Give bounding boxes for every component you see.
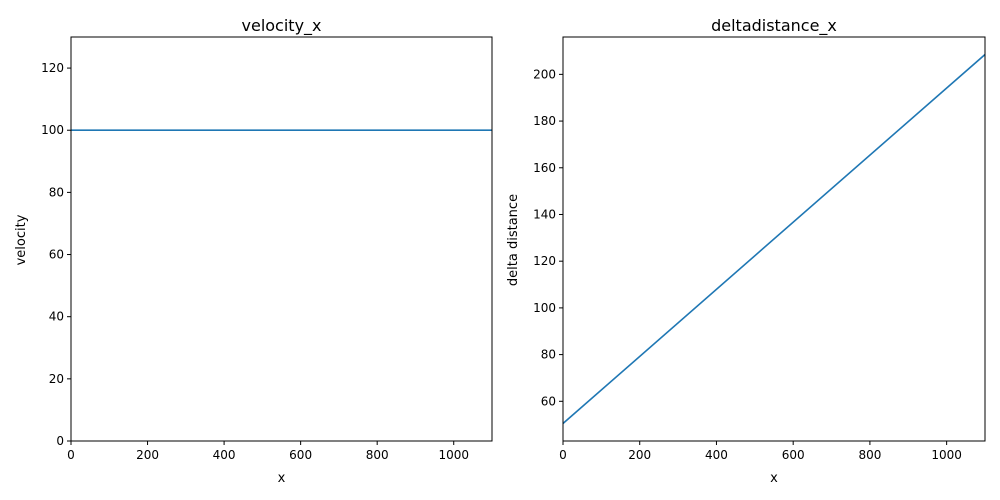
y-tick-label: 100: [41, 123, 64, 137]
y-tick-label: 160: [533, 161, 556, 175]
x-tick-label: 600: [289, 448, 312, 462]
plot-frame: [562, 36, 986, 442]
y-tick-label: 60: [49, 248, 64, 262]
x-tick-label: 200: [136, 448, 159, 462]
velocity-chart: velocity_x x velocity 0 200 400 600 800 1000 0…: [14, 16, 493, 486]
y-tick-label: 140: [533, 207, 556, 221]
y-tick-label: 80: [541, 348, 556, 362]
y-tick-label: 200: [533, 67, 556, 81]
x-tick-label: 400: [705, 448, 728, 462]
x-tick-label: 800: [366, 448, 389, 462]
x-axis-label: x: [770, 471, 778, 486]
chart-title: deltadistance_x: [711, 16, 837, 36]
x-tick-label: 1000: [931, 448, 962, 462]
y-tick-label: 20: [49, 372, 64, 386]
x-tick-label: 1000: [438, 448, 469, 462]
y-tick-label: 120: [533, 254, 556, 268]
y-tick-label: 120: [41, 61, 64, 75]
y-tick-label: 180: [533, 114, 556, 128]
x-tick-label: 0: [559, 448, 567, 462]
x-tick-label: 800: [858, 448, 881, 462]
y-axis-label: velocity: [14, 214, 29, 265]
y-tick-label: 40: [49, 310, 64, 324]
series-line: [563, 53, 985, 425]
y-tick-label: 80: [49, 185, 64, 199]
x-tick-label: 600: [782, 448, 805, 462]
x-axis-label: x: [278, 471, 286, 486]
chart-title: velocity_x: [242, 16, 322, 36]
delta-distance-chart: deltadistance_x x delta distance 0 200 400…: [506, 16, 986, 486]
x-tick-label: 400: [213, 448, 236, 462]
y-tick-label: 0: [56, 434, 64, 448]
y-tick-label: 100: [533, 301, 556, 315]
x-tick-label: 200: [628, 448, 651, 462]
y-tick-label: 60: [541, 394, 556, 408]
plot-frame: [70, 36, 493, 442]
x-tick-label: 0: [67, 448, 75, 462]
y-axis-label: delta distance: [506, 194, 521, 286]
